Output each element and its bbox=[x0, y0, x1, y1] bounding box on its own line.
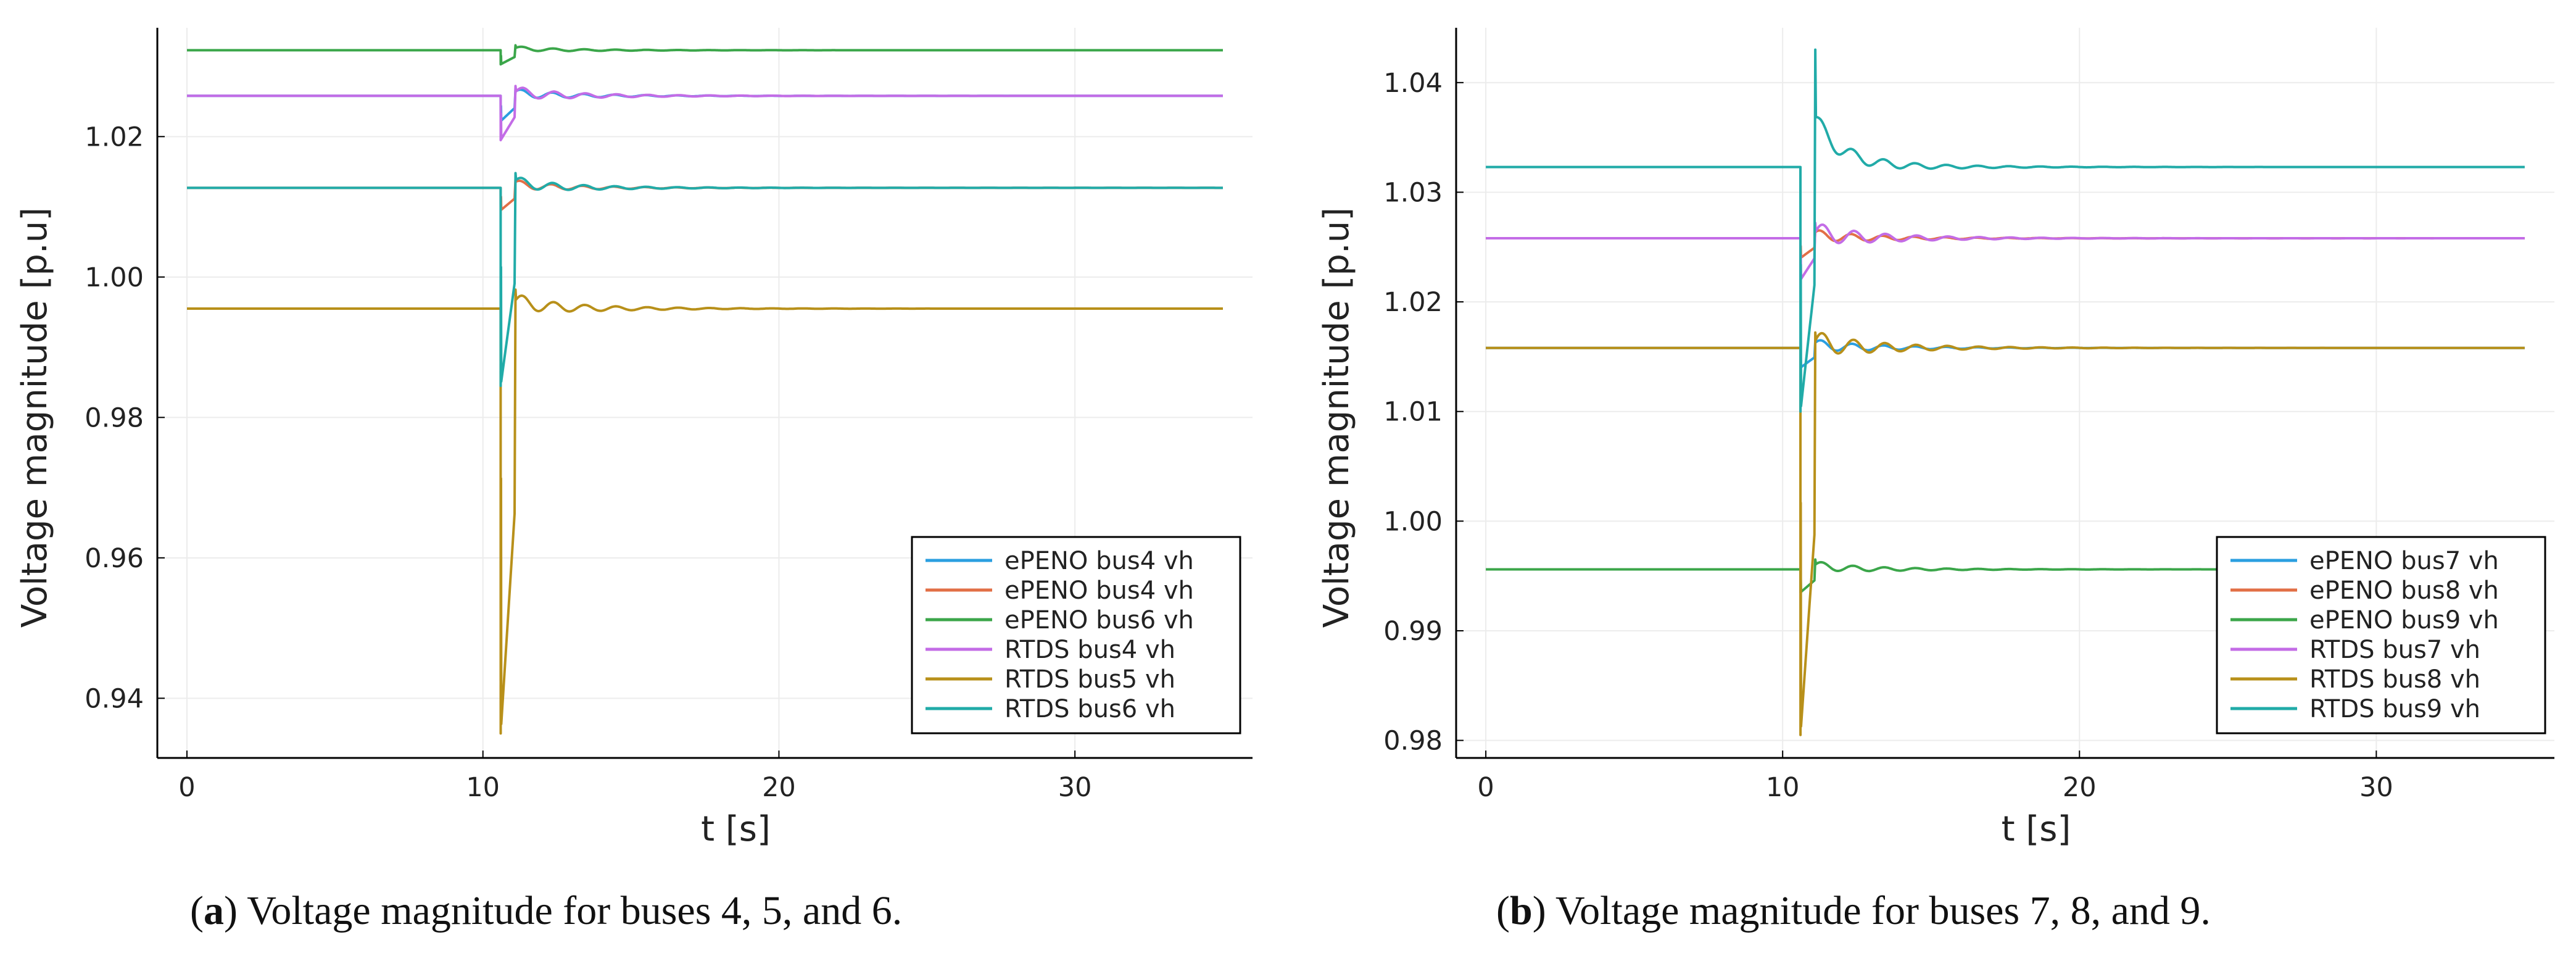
legend-entry-label: RTDS bus7 vh bbox=[2309, 636, 2480, 664]
x-tick-label: 0 bbox=[178, 772, 195, 803]
series-line bbox=[187, 88, 1224, 123]
y-tick-label: 1.00 bbox=[1383, 506, 1443, 537]
y-tick-label: 1.01 bbox=[1383, 397, 1443, 428]
series-line bbox=[1486, 222, 2525, 281]
y-axis-label: Voltage magnitude [p.u] bbox=[1317, 207, 1357, 628]
series-line bbox=[187, 172, 1224, 388]
y-tick-label: 1.02 bbox=[1383, 287, 1443, 318]
y-tick-label: 1.02 bbox=[85, 122, 144, 152]
legend-entry-label: RTDS bus6 vh bbox=[1004, 695, 1175, 723]
series-line bbox=[1486, 339, 2525, 369]
caption-b-text: Voltage magnitude for buses 7, 8, and 9. bbox=[1546, 888, 2211, 933]
chart-panel-b: 0 10 20 30 0.98 0.99 1.00 1.01 1.02 1.03 1.04 t [s]… bbox=[1317, 28, 2554, 849]
series-line bbox=[1486, 48, 2525, 413]
series-line bbox=[1486, 229, 2525, 259]
legend-entry-label: ePENO bus4 vh bbox=[1004, 547, 1194, 575]
legend-box bbox=[2216, 536, 2546, 734]
x-tick-label: 20 bbox=[762, 772, 796, 803]
legend-entry-label: ePENO bus9 vh bbox=[2309, 606, 2499, 634]
caption-a-label: a bbox=[203, 888, 224, 933]
caption-a: (a) Voltage magnitude for buses 4, 5, an… bbox=[190, 888, 903, 933]
y-tick-label: 0.96 bbox=[85, 543, 144, 574]
legend-entry-label: RTDS bus8 vh bbox=[2309, 665, 2480, 694]
legend-entry-label: ePENO bus7 vh bbox=[2309, 547, 2499, 575]
legend-entry-label: ePENO bus6 vh bbox=[1004, 606, 1194, 634]
legend-entry-label: ePENO bus4 vh bbox=[1004, 576, 1194, 605]
x-tick-label: 30 bbox=[1058, 772, 1092, 803]
caption-a-text: Voltage magnitude for buses 4, 5, and 6. bbox=[237, 888, 903, 933]
x-tick-label: 10 bbox=[466, 772, 500, 803]
chart-panel-a: 0 10 20 30 0.94 0.96 0.98 1.00 1.02 t [s] Voltage … bbox=[15, 28, 1253, 849]
x-tick-label: 0 bbox=[1477, 772, 1494, 803]
y-tick-label: 0.94 bbox=[85, 683, 144, 714]
legend-entry-label: ePENO bus8 vh bbox=[2309, 576, 2499, 605]
x-tick-label: 10 bbox=[1766, 772, 1800, 803]
y-tick-label: 0.99 bbox=[1383, 616, 1443, 647]
caption-b-label: b bbox=[1509, 888, 1533, 933]
caption-b: (b) Voltage magnitude for buses 7, 8, an… bbox=[1496, 888, 2211, 933]
legend-box bbox=[911, 536, 1241, 734]
legend-entry-label: RTDS bus5 vh bbox=[1004, 665, 1175, 694]
series-line bbox=[1486, 331, 2525, 736]
y-axis-label: Voltage magnitude [p.u] bbox=[15, 207, 55, 628]
y-tick-label: 1.04 bbox=[1383, 68, 1443, 99]
x-tick-label: 20 bbox=[2063, 772, 2097, 803]
y-tick-label: 0.98 bbox=[85, 402, 144, 433]
legend-entry-label: RTDS bus9 vh bbox=[2309, 695, 2480, 723]
x-axis-label: t [s] bbox=[701, 809, 771, 849]
legend-entry-label: RTDS bus4 vh bbox=[1004, 636, 1175, 664]
x-axis-label: t [s] bbox=[2002, 809, 2071, 849]
y-tick-label: 0.98 bbox=[1383, 726, 1443, 757]
y-tick-label: 1.03 bbox=[1383, 177, 1443, 208]
y-tick-label: 1.00 bbox=[85, 262, 144, 293]
series-line bbox=[187, 177, 1224, 212]
series-line bbox=[187, 288, 1224, 735]
x-tick-label: 30 bbox=[2359, 772, 2393, 803]
series-line bbox=[187, 44, 1224, 66]
series-line bbox=[187, 85, 1224, 141]
